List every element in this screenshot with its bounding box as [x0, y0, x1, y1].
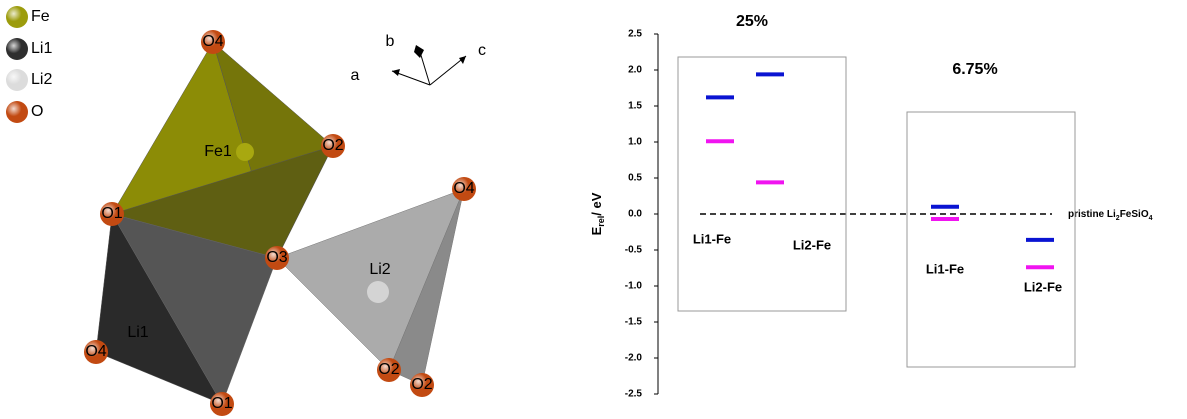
chart: 2.5 2.0 1.5 1.0 0.5 0.0 -0.5 -1.0 -1.5 -2.0 -2.5 Er…: [589, 13, 1152, 399]
category-label: Li2-Fe: [793, 237, 831, 252]
y-tick-label: -2.0: [625, 353, 643, 364]
category-label: Li1-Fe: [926, 261, 964, 276]
atom-label: O1: [101, 205, 122, 222]
y-tick-label: 1.0: [628, 137, 642, 148]
y-tick-label: -1.5: [625, 317, 643, 328]
axis-arrow: [420, 52, 430, 85]
y-axis-label: Erel/ eV: [589, 192, 606, 235]
figure: O4Fe1O2O1O3O4Li2Li1O4O1O2O2bac 2.52.01.5…: [0, 0, 1187, 419]
legend-label: O: [31, 103, 43, 120]
legend-label: Li1: [31, 40, 52, 57]
reference-label-part: 4: [1149, 215, 1153, 222]
atom-label: Fe1: [204, 143, 232, 160]
group-title: 25%: [736, 13, 768, 30]
reference-label-part: FeSiO: [1120, 209, 1149, 220]
group-title: 6.75%: [952, 61, 997, 78]
y-tick-label: 2.5: [628, 29, 642, 40]
y-tick-label: -1.0: [625, 281, 643, 292]
legend-label: Li2: [31, 71, 52, 88]
legend-shine: [6, 69, 28, 91]
li2-atom: [367, 281, 389, 303]
legend-shine: [6, 6, 28, 28]
axis-label: b: [386, 33, 395, 50]
arrow-head: [392, 69, 400, 76]
category-label: Li1-Fe: [693, 231, 731, 246]
y-label-main: E: [589, 226, 604, 235]
legend-shine: [6, 101, 28, 123]
y-label-rest: / eV: [589, 192, 604, 215]
reference-label: pristine Li2FeSiO4: [1068, 209, 1153, 222]
atom-label: O2: [411, 376, 432, 393]
fe-atom: [236, 143, 254, 161]
y-tick-label: -2.5: [625, 389, 643, 400]
atom-label: Li2: [369, 261, 390, 278]
y-tick-label: 1.5: [628, 101, 642, 112]
y-tick-label: 2.0: [628, 65, 642, 76]
arrow-head: [414, 45, 424, 58]
legend-label: Fe: [31, 8, 50, 25]
atom-label: O4: [202, 33, 223, 50]
atom-label: O4: [453, 180, 474, 197]
atom-label: Li1: [127, 324, 148, 341]
legend-shine: [6, 38, 28, 60]
axis-label: c: [478, 42, 486, 59]
atom-label: O4: [85, 343, 106, 360]
y-tick-label: -0.5: [625, 245, 643, 256]
category-label: Li2-Fe: [1024, 279, 1062, 294]
atom-label: O3: [266, 249, 287, 266]
y-tick-label: 0.5: [628, 173, 642, 184]
axis-label: a: [351, 67, 360, 84]
atom-label: O2: [378, 361, 399, 378]
structure: O4 Fe1 O2 O1 O3 O4 Li2 Li1 O4 O1 O2 O2 b a c: [84, 30, 486, 416]
y-label-sub: rel: [596, 216, 606, 227]
atom-label: O2: [322, 137, 343, 154]
y-tick-label: 0.0: [628, 209, 642, 220]
atom-label: O1: [211, 395, 232, 412]
arrow-head: [459, 56, 466, 64]
